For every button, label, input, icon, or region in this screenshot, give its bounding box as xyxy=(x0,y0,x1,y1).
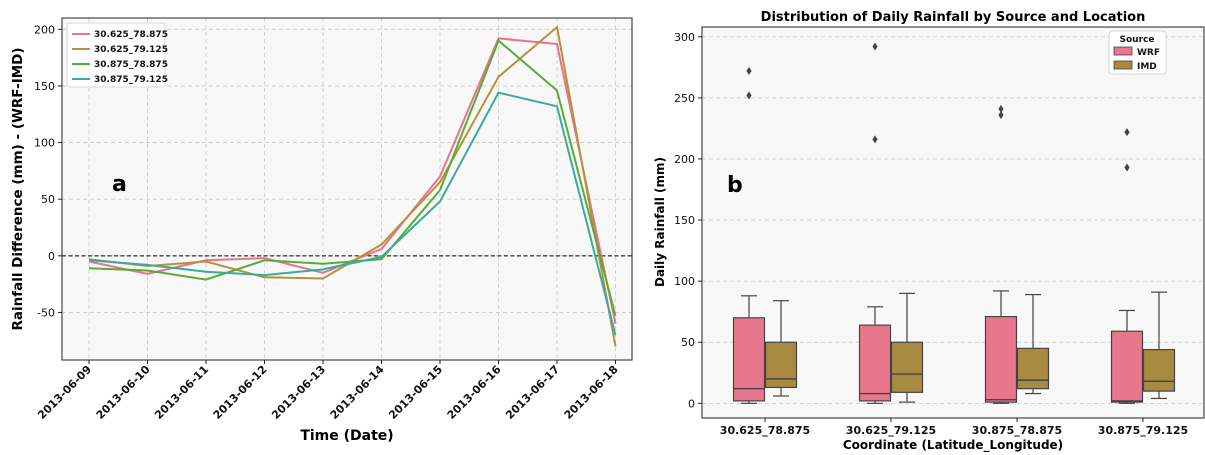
y-tick-label: 0 xyxy=(48,250,55,263)
y-tick-label: 300 xyxy=(674,31,695,44)
plot-frame-a xyxy=(61,17,633,361)
legend-frame xyxy=(66,22,166,88)
x-tick-label: 30.625_78.875 xyxy=(720,424,810,437)
box-IMD-30.625_79.125 xyxy=(890,292,924,403)
x-axis-label: Coordinate (Latitude_Longitude) xyxy=(843,438,1063,453)
legend-entry: IMD xyxy=(1137,62,1157,72)
y-tick-label: 200 xyxy=(34,23,55,36)
legend-entry: 30.875_79.125 xyxy=(94,75,168,85)
box-IMD-30.875_79.125 xyxy=(1142,291,1176,400)
box-WRF-30.625_78.875 xyxy=(732,66,766,404)
y-tick-label: 50 xyxy=(681,336,695,349)
outlier-point xyxy=(998,110,1004,119)
x-tick-label: 2013-06-11 xyxy=(152,363,211,422)
y-tick-label: 150 xyxy=(674,214,695,227)
box-body xyxy=(858,324,892,402)
outlier-point xyxy=(1124,163,1130,172)
y-axis-label: Daily Rainfall (mm) xyxy=(653,157,667,287)
outlier-point xyxy=(746,66,752,75)
x-tick-label: 2013-06-17 xyxy=(503,363,562,422)
box-body xyxy=(890,341,924,393)
legend-entry: 30.625_78.875 xyxy=(94,30,168,40)
legend-a: 30.625_78.875 30.625_79.125 30.875_78.875 3… xyxy=(66,22,168,88)
outlier-point xyxy=(746,91,752,100)
y-tick-label: 50 xyxy=(41,193,55,206)
x-tick-label: 30.625_79.125 xyxy=(846,424,936,437)
y-tick-label: 100 xyxy=(674,275,695,288)
x-tick-label: 2013-06-13 xyxy=(269,363,328,422)
legend-entry: WRF xyxy=(1137,48,1160,58)
legend-b: Source WRF IMD xyxy=(1108,30,1167,75)
y-tick-label: 100 xyxy=(34,137,55,150)
chart-title: Distribution of Daily Rainfall by Source… xyxy=(761,10,1146,25)
box-WRF-30.875_79.125 xyxy=(1110,128,1144,404)
y-tick-label: -50 xyxy=(37,306,55,319)
x-tick-label: 2013-06-18 xyxy=(562,363,621,422)
legend-swatch xyxy=(1113,60,1133,70)
box-WRF-30.625_79.125 xyxy=(858,42,892,404)
series-line-30.875_79.125 xyxy=(88,91,617,336)
x-tick-label: 30.875_79.125 xyxy=(1098,424,1188,437)
x-tick-label: 2013-06-15 xyxy=(386,363,445,422)
outlier-point xyxy=(998,104,1004,113)
outlier-point xyxy=(872,135,878,144)
box-WRF-30.875_78.875 xyxy=(984,104,1018,404)
legend-swatch xyxy=(1113,46,1133,56)
box-body xyxy=(732,317,766,402)
x-tick-label: 2013-06-12 xyxy=(211,363,270,422)
box-body xyxy=(764,341,798,389)
box-body xyxy=(1016,347,1050,390)
y-tick-label: 200 xyxy=(674,153,695,166)
panel-label-b: b xyxy=(727,173,743,198)
panel-label-a: a xyxy=(112,172,127,197)
box-body xyxy=(1142,348,1176,392)
outlier-point xyxy=(1124,128,1130,137)
box-body xyxy=(1110,330,1144,403)
box-IMD-30.625_78.875 xyxy=(764,300,798,397)
y-axis-label: Rainfall Difference (mm) - (WRF-IMD) xyxy=(10,47,26,330)
x-tick-label: 2013-06-10 xyxy=(94,363,153,422)
box-IMD-30.875_78.875 xyxy=(1016,293,1050,395)
x-tick-label: 2013-06-16 xyxy=(445,363,504,422)
x-tick-label: 30.875_78.875 xyxy=(972,424,1062,437)
y-tick-label: 150 xyxy=(34,80,55,93)
outlier-point xyxy=(872,42,878,51)
series-line-30.875_78.875 xyxy=(88,38,617,317)
x-tick-label: 2013-06-09 xyxy=(35,363,94,422)
legend-entry: 30.875_78.875 xyxy=(94,60,168,70)
plot-frame-b xyxy=(701,26,1205,419)
x-tick-label: 2013-06-14 xyxy=(328,363,387,422)
x-axis-label: Time (Date) xyxy=(300,428,393,444)
box-plot-panel: 0 50 100 150 200 250 300 30.625_78.875 30.625_79… xyxy=(653,10,1205,453)
box-body xyxy=(984,315,1018,403)
y-tick-label: 0 xyxy=(688,397,695,410)
legend-entry: 30.625_79.125 xyxy=(94,45,168,55)
y-tick-label: 250 xyxy=(674,92,695,105)
legend-title: Source xyxy=(1120,35,1155,45)
